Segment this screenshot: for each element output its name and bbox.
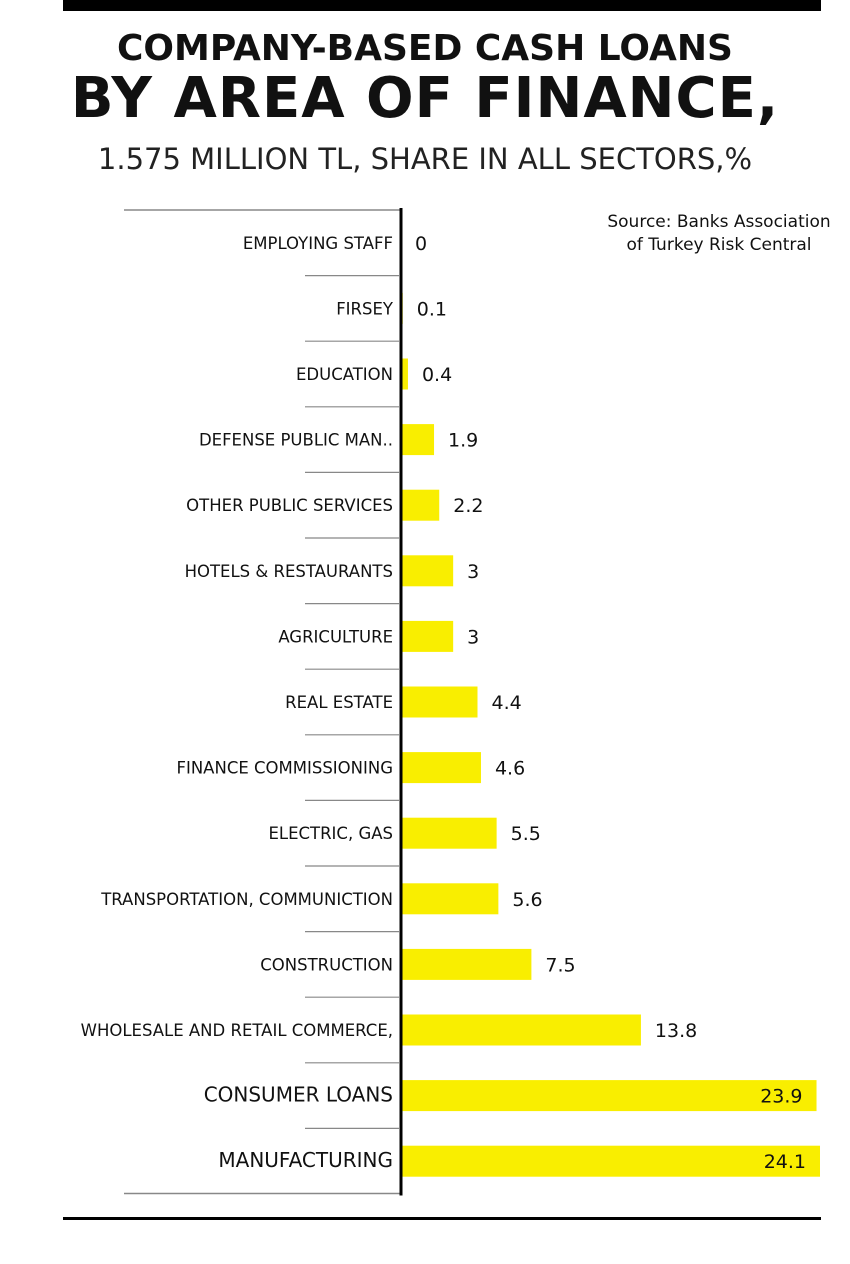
bar bbox=[401, 686, 478, 718]
bar bbox=[401, 1145, 820, 1177]
category-label: OTHER PUBLIC SERVICES bbox=[186, 496, 393, 515]
category-label: WHOLESALE AND RETAIL COMMERCE, bbox=[81, 1021, 393, 1040]
value-label: 3 bbox=[467, 626, 479, 648]
bar bbox=[401, 620, 454, 652]
bar bbox=[401, 817, 497, 849]
bar bbox=[401, 883, 499, 915]
bar bbox=[401, 489, 440, 521]
source-note: Source: Banks Association of Turkey Risk… bbox=[607, 212, 831, 255]
chart-subtitle: 1.575 MILLION TL, SHARE IN ALL SECTORS,% bbox=[97, 142, 753, 176]
bar bbox=[401, 1080, 817, 1112]
bar bbox=[401, 1014, 641, 1046]
bar bbox=[401, 948, 532, 980]
category-label: CONSUMER LOANS bbox=[204, 1083, 393, 1107]
value-label: 4.6 bbox=[495, 758, 525, 780]
value-label: 13.8 bbox=[655, 1020, 697, 1042]
chart-title-line1: COMPANY-BASED CASH LOANS bbox=[117, 28, 733, 69]
top-rule bbox=[63, 0, 821, 11]
value-label: 0 bbox=[415, 233, 427, 255]
bar bbox=[401, 555, 454, 587]
bar bbox=[401, 752, 481, 784]
value-label: 0.1 bbox=[417, 298, 447, 320]
bar bbox=[401, 424, 435, 456]
value-label: 4.4 bbox=[491, 692, 521, 714]
value-label: 2.2 bbox=[453, 495, 483, 517]
category-label: EDUCATION bbox=[296, 365, 393, 384]
chart-title-line2: BY AREA OF FINANCE, bbox=[70, 66, 780, 131]
category-label: FINANCE COMMISSIONING bbox=[176, 759, 393, 778]
value-label: 24.1 bbox=[764, 1151, 806, 1173]
value-label: 3 bbox=[467, 561, 479, 583]
category-label: DEFENSE PUBLIC MAN.. bbox=[199, 431, 393, 450]
value-label: 5.6 bbox=[512, 889, 542, 911]
value-label: 23.9 bbox=[760, 1086, 802, 1108]
category-label: CONSTRUCTION bbox=[260, 955, 393, 974]
value-label: 0.4 bbox=[422, 364, 452, 386]
value-label: 7.5 bbox=[545, 954, 575, 976]
category-label: HOTELS & RESTAURANTS bbox=[185, 562, 393, 581]
category-label: ELECTRIC, GAS bbox=[268, 824, 393, 843]
category-label: AGRICULTURE bbox=[278, 627, 393, 646]
category-label: REAL ESTATE bbox=[285, 693, 393, 712]
category-label: TRANSPORTATION, COMMUNICTION bbox=[100, 890, 393, 909]
category-label: MANUFACTURING bbox=[218, 1148, 393, 1172]
value-label: 5.5 bbox=[511, 823, 541, 845]
category-label: FIRSEY bbox=[336, 299, 394, 318]
bar bbox=[401, 358, 408, 390]
value-label: 1.9 bbox=[448, 430, 478, 452]
category-label: EMPLOYING STAFF bbox=[243, 234, 393, 253]
bottom-rule bbox=[63, 1217, 821, 1220]
